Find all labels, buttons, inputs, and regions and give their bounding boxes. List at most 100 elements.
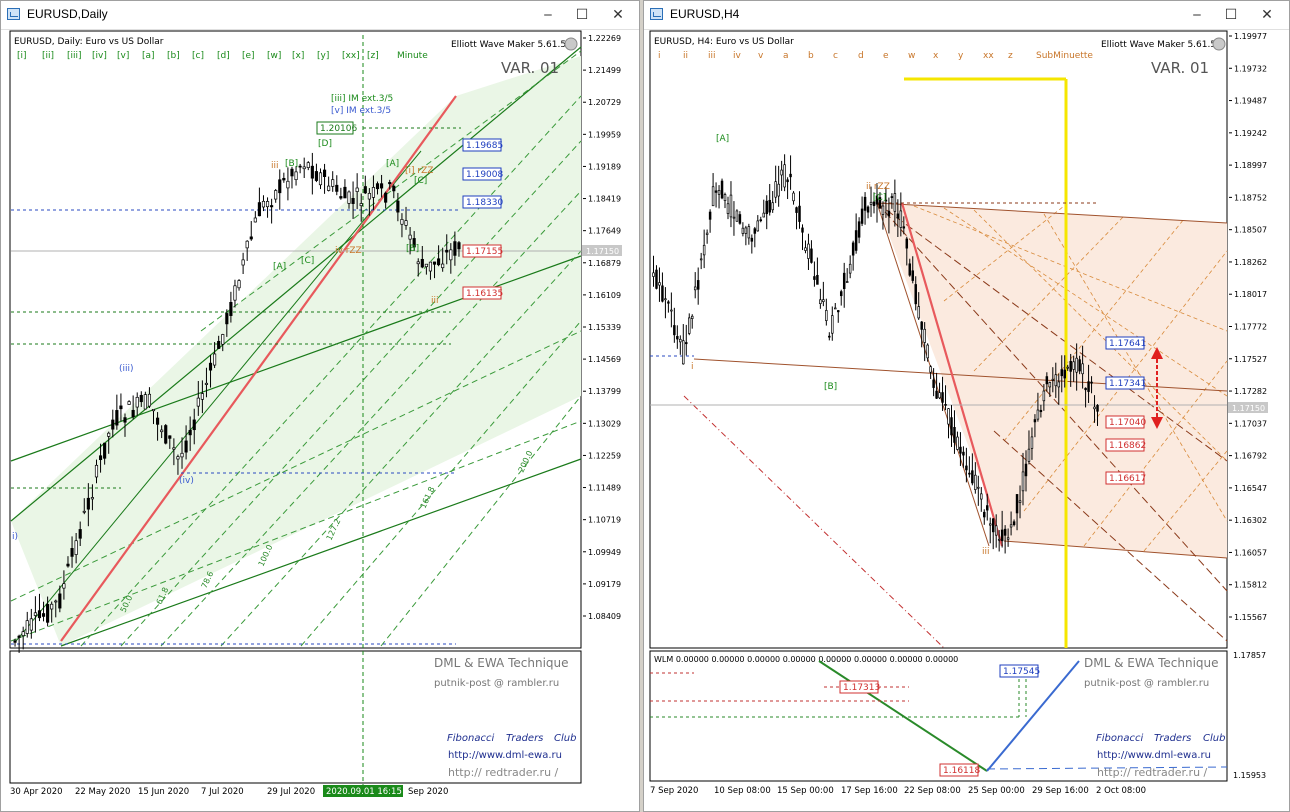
candle-body [33,612,37,616]
wave-button[interactable]: d [858,51,864,61]
maximize-icon[interactable]: ☐ [1224,7,1238,23]
wave-button[interactable]: z [1008,51,1013,61]
candle-body [845,281,849,283]
wave-button[interactable]: xx [983,51,994,61]
wave-button[interactable]: [c] [192,51,204,61]
candle-body [732,216,736,219]
candle-body [249,236,253,240]
wave-button[interactable]: e [883,51,889,61]
minimize-icon[interactable]: ‒ [543,7,553,23]
candle-body [923,328,926,343]
chart-window-h4[interactable]: EURUSD,H4 ‒ ☐ ✕ [643,0,1290,812]
wave-button[interactable]: y [958,51,964,61]
candle-body [702,244,706,256]
price-tick-label: 1.10719 [588,516,621,525]
candle-body [412,238,416,248]
wave-button[interactable]: x [933,51,939,61]
time-tick-label: 7 Sep 2020 [650,786,698,796]
wave-button[interactable]: [iii] [67,51,82,61]
price-tick-label: 1.17649 [588,227,621,236]
wave-button[interactable]: [xx] [342,51,360,61]
wave-button[interactable]: iv [733,51,742,61]
candle-body [1057,381,1061,388]
candle-body [679,338,682,343]
candle-body [655,269,658,289]
price-tick-label: 1.18262 [1234,258,1267,267]
candle-body [795,207,798,213]
candle-body [13,640,17,643]
candle-body [822,299,825,302]
daily-chart-canvas[interactable]: EURUSD, Daily: Euro vs US Dollar Elliott… [1,1,640,812]
candle-body [911,270,914,281]
candle-body [807,243,810,259]
candle-body [1000,529,1004,542]
wlm-baseline [986,766,1228,770]
candle-body [747,226,751,239]
candle-body [932,379,935,388]
wave-button[interactable]: ii [683,51,688,61]
candle-body [310,165,314,179]
wave-button[interactable]: [e] [242,51,255,61]
wave-button[interactable]: w [908,51,915,61]
candle-body [1003,528,1007,536]
wave-button[interactable]: [iv] [92,51,107,61]
brown-dashed-fan [876,202,1228,592]
minimize-icon[interactable]: ‒ [1192,7,1202,23]
candle-body [131,409,135,418]
candle-body [400,219,404,225]
price-tick-label: 1.19242 [1234,129,1267,138]
window-titlebar[interactable]: EURUSD,Daily ‒ ☐ ✕ [1,1,639,30]
price-tick-label: 1.18752 [1234,193,1267,202]
candle-body [290,168,294,177]
price-tick-label: 1.17527 [1234,355,1267,364]
candle-body [983,511,986,518]
wave-button[interactable]: i [658,51,661,61]
wave-button[interactable]: [a] [142,51,155,61]
candle-body [274,190,278,200]
wave-button-row[interactable]: i ii iii iv v a b c d e w x y xx z [658,51,1013,61]
degree-label[interactable]: SubMinuette [1036,51,1093,61]
wave-button[interactable]: [z] [367,51,379,61]
price-boxes: 1.17641 1.17341 1.17040 1.16862 1.16617 [1105,336,1146,485]
candle-body [123,417,127,423]
wave-button[interactable]: [ii] [42,51,54,61]
wave-button[interactable]: [b] [167,51,180,61]
candle-body [278,179,282,194]
candle-body [664,298,667,301]
price-tick-label: 1.12259 [588,451,621,460]
window-titlebar[interactable]: EURUSD,H4 ‒ ☐ ✕ [644,1,1289,30]
close-icon[interactable]: ✕ [1261,7,1273,23]
chart-window-daily[interactable]: EURUSD,Daily ‒ ☐ ✕ [0,0,640,812]
maximize-icon[interactable]: ☐ [575,7,589,23]
candle-body [90,497,94,500]
wave-button[interactable]: [x] [292,51,304,61]
candle-body [457,242,461,250]
wave-button-row[interactable]: [i] [ii] [iii] [iv] [v] [a] [b] [c] [d] [e] [w] [x]… [17,51,379,61]
candle-body [848,263,852,274]
candle-body [363,186,367,194]
wave-button[interactable]: [w] [267,51,281,61]
h4-chart-canvas[interactable]: EURUSD, H4: Euro vs US Dollar Elliott Wa… [644,1,1290,812]
close-icon[interactable]: ✕ [612,7,624,23]
wave-button[interactable]: [v] [117,51,129,61]
wave-button[interactable]: v [758,51,764,61]
candle-body [688,317,691,334]
wave-button[interactable]: iii [708,51,716,61]
wave-button[interactable]: b [808,51,814,61]
degree-label[interactable]: Minute [397,51,428,61]
wave-button[interactable]: [i] [17,51,27,61]
time-tick-label: Sep 2020 [408,787,448,797]
candle-body [801,227,804,233]
price-tick-label: 1.20729 [588,98,621,107]
candle-body [717,190,721,195]
candle-body [1012,521,1016,526]
wave-button[interactable]: c [833,51,838,61]
wave-button[interactable]: [y] [317,51,329,61]
wave-button[interactable]: a [783,51,789,61]
sub-price-boxes: 1.17545 1.17313 1.16118 [839,664,1040,777]
svg-text:putnik-post @ rambler.ru: putnik-post @ rambler.ru [434,678,559,689]
candle-body [1066,366,1069,369]
wave-button[interactable]: [d] [217,51,230,61]
candle-body [253,217,257,223]
window-title: EURUSD,H4 [670,7,740,21]
